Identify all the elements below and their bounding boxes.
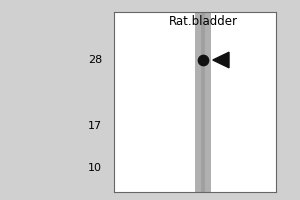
Polygon shape [213,52,229,68]
Bar [195,12,211,192]
Text: 17: 17 [88,121,102,131]
Text: 28: 28 [88,55,102,65]
Point [201,58,206,62]
Text: Rat.bladder: Rat.bladder [169,15,238,28]
Text: 10: 10 [88,163,102,173]
Bar [201,12,205,192]
